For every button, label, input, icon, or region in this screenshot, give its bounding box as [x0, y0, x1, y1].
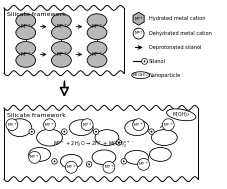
Ellipse shape [6, 119, 18, 131]
Ellipse shape [69, 120, 93, 136]
Ellipse shape [150, 131, 152, 132]
Ellipse shape [137, 158, 149, 170]
Text: M$^{n+}$: M$^{n+}$ [133, 30, 143, 37]
Text: Hydrated metal cation: Hydrated metal cation [148, 16, 204, 21]
Text: Silicate framework: Silicate framework [7, 113, 66, 118]
Ellipse shape [124, 120, 148, 136]
Text: Nanoparticle: Nanoparticle [148, 73, 180, 78]
Ellipse shape [151, 130, 176, 146]
Ellipse shape [43, 119, 55, 131]
Ellipse shape [87, 26, 106, 40]
Ellipse shape [149, 147, 170, 161]
Ellipse shape [117, 142, 119, 143]
Ellipse shape [87, 14, 106, 28]
Ellipse shape [141, 58, 147, 64]
Ellipse shape [29, 129, 34, 134]
Text: M$^{n+}$: M$^{n+}$ [55, 22, 67, 31]
Ellipse shape [143, 60, 145, 62]
Ellipse shape [148, 129, 154, 134]
Ellipse shape [88, 163, 90, 165]
Text: M$^{n+}$: M$^{n+}$ [162, 121, 173, 129]
Ellipse shape [51, 42, 71, 55]
Text: M$^{n+}$: M$^{n+}$ [138, 160, 148, 168]
Ellipse shape [53, 160, 55, 162]
Ellipse shape [93, 129, 98, 134]
Text: M$^{n+}$: M$^{n+}$ [29, 153, 40, 161]
Text: M$^{n+}$: M$^{n+}$ [7, 121, 17, 129]
Ellipse shape [65, 161, 77, 173]
Ellipse shape [95, 131, 96, 132]
Text: Dehydrated metal cation: Dehydrated metal cation [148, 31, 210, 36]
Ellipse shape [16, 42, 35, 55]
Text: M$^{n+}$: M$^{n+}$ [133, 15, 143, 23]
Ellipse shape [131, 72, 149, 79]
Text: M$^{n+}$ + 2H$_{2}$O → 2H$^{+}$ + M(OH)$_{2}^{n+···}$: M$^{n+}$ + 2H$_{2}$O → 2H$^{+}$ + M(OH)$… [53, 139, 134, 150]
Text: M$^{n+}$: M$^{n+}$ [66, 163, 76, 171]
Ellipse shape [51, 26, 71, 40]
Ellipse shape [162, 119, 173, 131]
Text: M$^{n+}$: M$^{n+}$ [91, 50, 102, 59]
Ellipse shape [87, 53, 106, 67]
Ellipse shape [31, 131, 32, 132]
Ellipse shape [37, 129, 62, 146]
Ellipse shape [87, 42, 106, 55]
Text: M(OH)$_2$: M(OH)$_2$ [171, 110, 190, 119]
Polygon shape [133, 12, 143, 25]
Ellipse shape [86, 162, 91, 167]
Ellipse shape [121, 159, 126, 164]
Text: M$^{n+}$: M$^{n+}$ [103, 163, 114, 171]
Ellipse shape [133, 28, 143, 39]
Text: Silicate framework: Silicate framework [7, 12, 66, 17]
Text: M$^{n+}$: M$^{n+}$ [133, 121, 143, 129]
Ellipse shape [52, 159, 57, 164]
Text: M$^{n+}$: M$^{n+}$ [20, 22, 31, 31]
Text: Deprotonated silanol: Deprotonated silanol [148, 45, 200, 50]
Ellipse shape [166, 109, 195, 121]
Ellipse shape [61, 129, 67, 134]
Text: M$^{n+}$: M$^{n+}$ [20, 50, 31, 59]
Ellipse shape [95, 130, 118, 146]
Ellipse shape [122, 160, 124, 162]
Ellipse shape [29, 147, 50, 161]
Ellipse shape [16, 53, 35, 67]
Ellipse shape [81, 119, 93, 131]
Ellipse shape [8, 119, 32, 137]
Text: M(OH)$_2$: M(OH)$_2$ [132, 71, 148, 79]
Ellipse shape [16, 14, 35, 28]
Ellipse shape [103, 161, 114, 173]
Ellipse shape [124, 150, 148, 164]
Text: M$^{n+}$: M$^{n+}$ [91, 22, 102, 31]
Text: M$^{n+}$: M$^{n+}$ [44, 121, 54, 129]
Ellipse shape [92, 150, 115, 165]
Ellipse shape [51, 14, 71, 28]
Ellipse shape [60, 154, 82, 168]
Ellipse shape [63, 131, 65, 132]
Ellipse shape [16, 26, 35, 40]
Text: M$^{n+}$: M$^{n+}$ [81, 121, 92, 129]
Ellipse shape [51, 53, 71, 67]
Ellipse shape [29, 151, 40, 163]
Ellipse shape [116, 140, 121, 145]
Text: Silanol: Silanol [148, 59, 165, 64]
Ellipse shape [132, 119, 144, 131]
Text: M$^{n+}$: M$^{n+}$ [55, 50, 67, 59]
